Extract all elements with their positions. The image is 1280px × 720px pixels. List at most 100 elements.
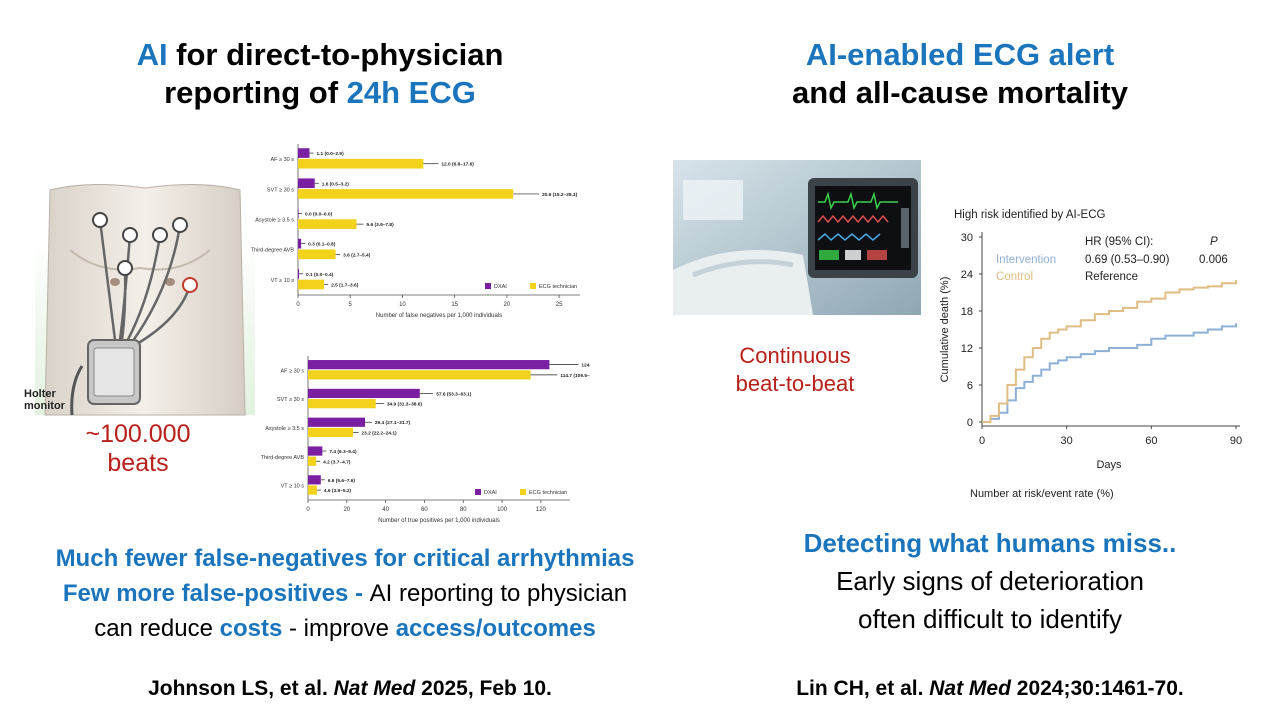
right-title: AI-enabled ECG alert and all-cause morta…: [700, 36, 1220, 112]
left-citation-details: 2025, Feb 10.: [415, 677, 552, 700]
legend-label: DXAI: [484, 490, 497, 496]
category-label: VT ≥ 10 s: [271, 278, 295, 284]
data-label: 6.6 (5.6–7.6): [328, 478, 356, 484]
bar: [308, 370, 531, 380]
true-positives-chart: 0 20 40 60 80 100 120 Number of true positives …: [261, 356, 590, 524]
right-citation-details: 2024;30:1461-70.: [1010, 677, 1184, 700]
bar: [298, 189, 514, 199]
right-citation-journal: Nat Med: [929, 677, 1011, 700]
left-finding-3: can reduce costs - improve access/outcom…: [0, 615, 690, 643]
x-axis-label: Number of true positives per 1,000 indiv…: [378, 518, 500, 524]
left-finding-2: Few more false-positives - AI reporting …: [0, 580, 690, 608]
data-label: 4.6 (3.9–5.2): [324, 488, 352, 494]
left-finding-3-costs: costs: [219, 615, 283, 642]
data-label: 34.9 (31.3–38.6): [387, 402, 423, 408]
beats-count: ~100.000: [85, 420, 191, 448]
beats-callout: ~100.000 beats: [58, 420, 218, 478]
bar: [308, 417, 366, 427]
data-label: 23.2 (22.2–24.1): [361, 430, 397, 436]
photo-caption-line1: Continuous: [739, 343, 851, 368]
category-label: VT ≥ 10 s: [281, 484, 305, 490]
data-label: 1.6 (0.5–3.2): [322, 181, 350, 187]
x-tick-label: 80: [460, 507, 467, 513]
category-label: Third-degree AVB: [261, 455, 305, 461]
series-line: [982, 280, 1237, 423]
y-tick-label: 24: [961, 269, 973, 281]
legend-label: ECG technician: [539, 284, 577, 290]
data-label: 1.1 (0.0–2.9): [316, 151, 344, 157]
bar: [298, 219, 357, 229]
x-tick-label: 25: [556, 302, 563, 308]
x-tick-label: 0: [296, 302, 300, 308]
legend-swatch: [520, 489, 526, 495]
left-finding-3-pre: can reduce: [94, 615, 220, 642]
bar: [308, 475, 321, 485]
bar: [298, 279, 325, 290]
x-axis-label: Number of false negatives per 1,000 indi…: [376, 313, 502, 318]
data-label: 12.0 (6.8–17.6): [441, 162, 474, 168]
data-label: 124.4 (117.0–131.1): [581, 363, 590, 369]
data-label: 114.7 (109.5–119.9): [560, 373, 590, 379]
bar: [308, 456, 317, 466]
category-label: SVT ≥ 30 s: [267, 187, 294, 193]
left-finding-2-accent: Few more false-positives -: [62, 580, 370, 607]
false-negatives-chart: 0 5 10 15 20 25 Number of false negatives per …: [251, 144, 580, 318]
x-tick-label: 90: [1230, 435, 1242, 447]
bar: [308, 388, 420, 399]
photo-caption-line2: beat-to-beat: [735, 371, 855, 396]
bar: [298, 269, 300, 279]
y-tick-label: 6: [967, 380, 973, 392]
bar: [308, 427, 354, 438]
bar: [298, 178, 315, 189]
x-tick-label: 20: [504, 302, 511, 308]
x-tick-label: 5: [349, 302, 353, 308]
x-tick-label: 100: [497, 507, 508, 513]
category-label: AF ≥ 30 s: [271, 157, 295, 163]
category-label: Asystole ≥ 3.5 s: [265, 426, 304, 432]
legend-intervention: Intervention: [996, 254, 1056, 266]
legend-swatch: [485, 283, 491, 289]
category-label: Asystole ≥ 3.5 s: [255, 218, 294, 224]
x-tick-label: 40: [382, 507, 389, 513]
intervention-hr: 0.69 (0.53–0.90): [1085, 254, 1170, 266]
left-finding-3-mid: - improve: [282, 615, 396, 642]
y-tick-label: 12: [961, 343, 973, 355]
left-title-accent: AI: [136, 37, 168, 72]
right-title-line1: AI-enabled ECG alert: [805, 37, 1115, 72]
left-finding-3-access: access/outcomes: [395, 615, 596, 642]
x-tick-label: 10: [399, 302, 406, 308]
legend-swatch: [475, 489, 481, 495]
left-title: AI for direct-to-physician reporting of …: [40, 36, 600, 112]
y-tick-label: 18: [961, 306, 973, 318]
x-tick-label: 30: [1061, 435, 1073, 447]
x-tick-label: 0: [306, 507, 310, 513]
legend-label: ECG technician: [529, 490, 567, 496]
bar: [298, 238, 302, 249]
bar: [298, 148, 310, 158]
left-citation-journal: Nat Med: [333, 677, 416, 700]
x-tick-label: 20: [343, 507, 350, 513]
series-line: [982, 323, 1237, 423]
bar: [308, 446, 323, 456]
category-label: Third-degree AVB: [251, 248, 295, 254]
y-axis-label: Cumulative death (%): [939, 277, 951, 383]
data-label: 20.6 (15.2–28.3): [542, 192, 578, 198]
data-label: 57.6 (53.3–63.1): [436, 391, 472, 397]
category-label: AF ≥ 30 s: [281, 368, 305, 374]
data-label: 5.6 (3.9–7.8): [367, 222, 395, 228]
beats-unit: beats: [107, 449, 169, 477]
holter-illustration: [35, 183, 255, 416]
left-citation: Johnson LS, et al. Nat Med 2025, Feb 10.: [0, 677, 700, 701]
data-label: 3.6 (2.7–5.4): [343, 252, 371, 258]
mortality-chart: High risk identified by AI-ECG 0 6 12 18 24 30…: [939, 209, 1242, 500]
x-tick-label: 0: [979, 435, 985, 447]
x-axis-label: Days: [1096, 459, 1122, 471]
left-title-accent-2: 24h ECG: [346, 75, 476, 110]
x-tick-label: 120: [536, 507, 547, 513]
holter-label-line1: Holter: [24, 388, 56, 400]
bar: [298, 158, 424, 169]
x-tick-label: 60: [421, 507, 428, 513]
y-tick-label: 0: [967, 417, 973, 429]
p-header: P: [1210, 236, 1218, 248]
right-citation: Lin CH, et al. Nat Med 2024;30:1461-70.: [700, 677, 1280, 701]
